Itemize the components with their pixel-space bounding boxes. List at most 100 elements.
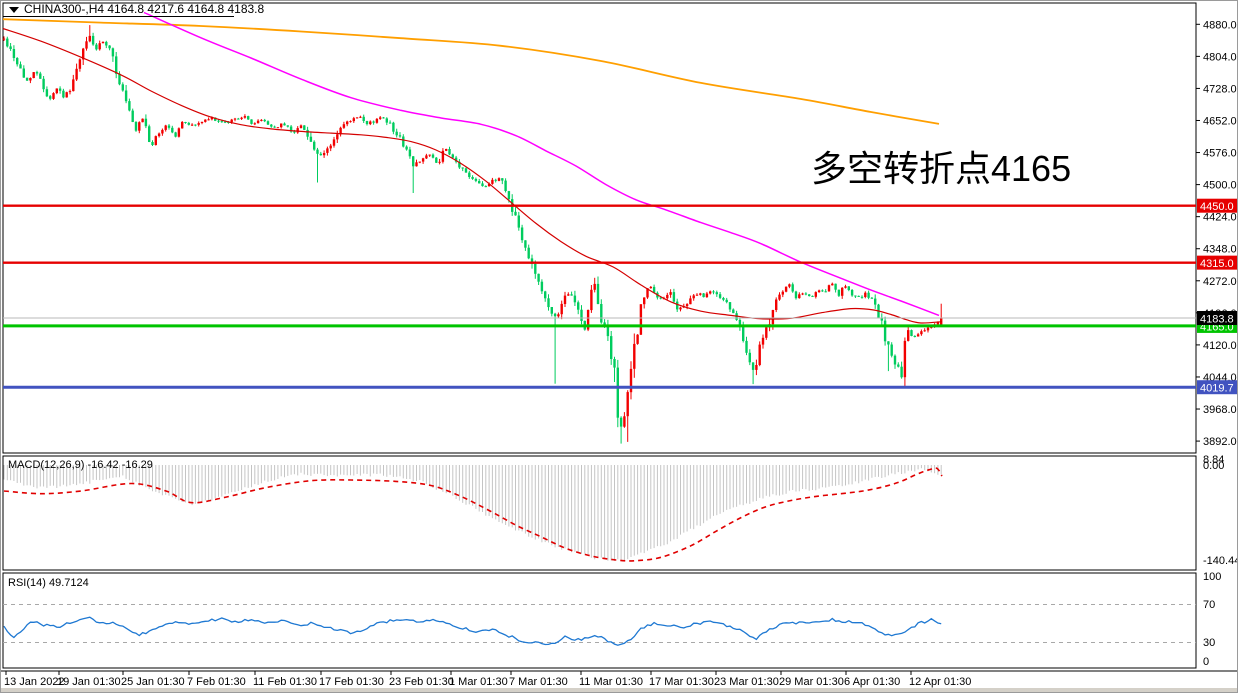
candle-body (134, 122, 138, 131)
candle-body (362, 116, 365, 121)
candle-body (408, 149, 412, 157)
candle-body (553, 313, 557, 317)
candle-body (415, 162, 418, 167)
current-price-badge-label: 4183.8 (1200, 313, 1234, 325)
time-tick-label: 12 Apr 01:30 (909, 676, 971, 688)
candle-body (794, 291, 798, 299)
candle-body (237, 118, 240, 120)
candle-body (705, 293, 709, 298)
candle-body (504, 180, 507, 191)
candle-body (177, 128, 181, 137)
candle-body (669, 292, 672, 295)
price-badge-4019.7-label: 4019.7 (1200, 383, 1234, 395)
candle-body (355, 117, 359, 119)
candle-body (88, 35, 91, 42)
price-tick-label: 3892.0 (1203, 436, 1237, 448)
candle-body (847, 286, 850, 290)
candle-body (247, 116, 250, 120)
candle-body (659, 297, 662, 299)
rsi-axis-label: 70 (1203, 599, 1215, 611)
candle-body (349, 121, 352, 123)
candle-body (616, 367, 619, 418)
candle-body (319, 153, 322, 156)
candle-body (784, 286, 788, 292)
symbol-dropdown-icon[interactable] (9, 7, 19, 13)
candle-body (194, 124, 197, 126)
candle-body (372, 121, 375, 123)
price-badge-4315.0 (1197, 255, 1237, 270)
candle-body (388, 122, 392, 124)
candle-body (39, 73, 42, 79)
window-bottom-strip (1, 688, 1237, 692)
candle-body (65, 92, 68, 98)
candle-body (758, 344, 761, 365)
candle-body (626, 392, 629, 417)
time-tick-label: 19 Jan 01:30 (57, 676, 121, 688)
candle-body (428, 154, 431, 156)
candle-body (718, 294, 722, 298)
candle-body (530, 258, 534, 264)
candle-body (316, 149, 319, 154)
candle-body (375, 118, 379, 123)
price-tick-label: 4728.0 (1203, 83, 1237, 95)
candle-body (461, 167, 464, 169)
rsi-panel (2, 572, 1197, 669)
rsi-axis-label: 0 (1203, 656, 1209, 668)
candle-body (365, 121, 369, 125)
price-tick-label: 4424.0 (1203, 212, 1237, 224)
candle-body (817, 290, 821, 293)
price-tick-label: 4272.0 (1203, 276, 1237, 288)
macd-axis-label: 0.00 (1203, 460, 1224, 472)
candle-body (233, 118, 237, 120)
candle-body (52, 93, 55, 99)
candle-body (448, 149, 451, 155)
candle-body (263, 119, 266, 122)
candle-body (464, 168, 468, 173)
candle-body (9, 46, 12, 49)
candle-body (29, 78, 32, 81)
time-tick-label: 23 Mar 01:30 (714, 676, 779, 688)
candle-body (78, 59, 82, 69)
candle-body (745, 340, 748, 353)
candle-body (286, 125, 289, 127)
candle-body (12, 49, 16, 58)
time-tick-label: 7 Feb 01:30 (187, 676, 246, 688)
candle-body (808, 294, 811, 296)
candle-body (586, 310, 590, 330)
candle-body (167, 125, 171, 128)
candle-body (392, 122, 395, 132)
candle-body (544, 291, 547, 299)
candle-body (596, 283, 600, 304)
candle-body (128, 101, 131, 111)
candle-body (672, 292, 676, 302)
candle-body (623, 416, 626, 427)
candle-body (936, 322, 940, 325)
candle-body (25, 77, 29, 81)
candle-body (570, 294, 573, 296)
candle-body (85, 41, 88, 49)
candle-body (715, 292, 718, 295)
candle-body (313, 141, 316, 150)
candle-body (527, 247, 530, 259)
candle-body (72, 79, 75, 92)
candle-body (481, 183, 484, 187)
annotation-text[interactable]: 多空转折点4165 (811, 148, 1071, 189)
candle-body (633, 343, 636, 369)
price-tick-label: 4880.0 (1203, 19, 1237, 31)
candle-body (765, 327, 768, 338)
candle-body (405, 146, 408, 150)
candle-body (161, 129, 164, 134)
candle-body (210, 117, 214, 120)
candle-body (887, 341, 890, 345)
time-tick-label: 6 Apr 01:30 (844, 676, 900, 688)
candle-body (35, 72, 39, 74)
candle-body (804, 293, 808, 295)
candle-body (260, 119, 263, 121)
candle-body (253, 123, 256, 125)
candle-body (121, 84, 124, 91)
candle-body (916, 334, 920, 337)
candle-body (197, 123, 200, 125)
candle-body (42, 78, 45, 90)
